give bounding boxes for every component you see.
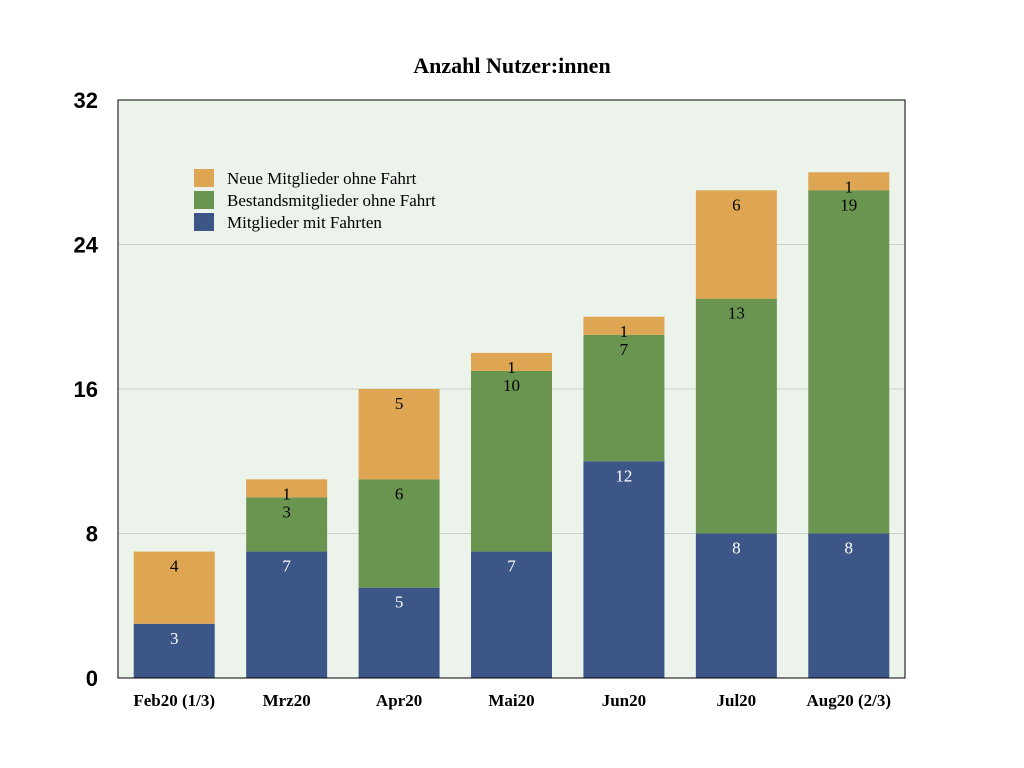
data-label: 1 [507, 358, 516, 377]
x-tick-label: Mai20 [488, 691, 534, 710]
x-axis: Feb20 (1/3) Mrz20 Apr20 Mai20 Jun20 Jul20 Aug2… [133, 691, 891, 710]
data-label: 6 [732, 195, 741, 214]
bar-segment [808, 533, 890, 678]
plot-frame [117, 99, 906, 679]
data-label: 7 [282, 557, 291, 576]
legend-label: Neue Mitglieder ohne Fahrt [227, 169, 417, 188]
legend-swatch [194, 191, 214, 209]
data-label: 5 [395, 394, 404, 413]
y-tick-label: 24 [74, 233, 99, 258]
data-label: 3 [282, 502, 291, 521]
bar-segment [133, 623, 215, 678]
y-tick-label: 0 [86, 666, 98, 691]
bar-segment [246, 479, 328, 498]
bar-segment [471, 370, 552, 552]
data-label: 7 [620, 340, 629, 359]
bar-segment [471, 551, 552, 678]
bar-segment [583, 334, 665, 462]
bar-segment [695, 533, 777, 678]
legend-label: Mitglieder mit Fahrten [227, 213, 382, 232]
y-tick-label: 32 [74, 88, 98, 113]
x-tick-label: Apr20 [376, 691, 422, 710]
y-axis: 0 8 16 24 32 [74, 88, 99, 691]
data-label: 6 [395, 484, 404, 503]
legend-swatch [194, 213, 214, 231]
data-label: 3 [170, 629, 179, 648]
data-label: 4 [170, 557, 179, 576]
bar-segment [133, 551, 215, 624]
bar-segment [583, 316, 665, 335]
chart-title: Anzahl Nutzer:innen [413, 53, 610, 78]
data-label: 8 [845, 539, 854, 558]
data-label: 13 [728, 304, 745, 323]
bar-segment [695, 190, 777, 299]
bar-segment [358, 389, 440, 480]
x-tick-label: Feb20 (1/3) [133, 691, 215, 710]
legend-label: Bestandsmitglieder ohne Fahrt [227, 191, 436, 210]
bar-segment [246, 551, 328, 678]
bar-segment [695, 298, 777, 534]
data-label: 12 [615, 466, 632, 485]
legend-swatch [194, 169, 214, 187]
bar-segment [246, 497, 328, 552]
x-tick-label: Jun20 [602, 691, 646, 710]
bar-segment [471, 352, 552, 371]
legend: Neue Mitglieder ohne Fahrt Bestandsmitgli… [194, 169, 436, 232]
bar-segment [808, 172, 890, 191]
data-label: 8 [732, 539, 741, 558]
bar-segment [583, 461, 665, 678]
bar-segment [358, 587, 440, 678]
data-label: 19 [840, 195, 857, 214]
y-tick-label: 8 [86, 522, 98, 547]
bar-segment [358, 479, 440, 588]
data-label: 10 [503, 376, 520, 395]
data-label: 1 [282, 484, 291, 503]
x-tick-label: Mrz20 [263, 691, 311, 710]
data-label: 1 [620, 322, 629, 341]
data-label: 1 [845, 177, 854, 196]
x-tick-label: Aug20 (2/3) [807, 691, 892, 710]
data-label: 5 [395, 593, 404, 612]
bars [133, 172, 890, 678]
data-label: 7 [507, 557, 516, 576]
x-tick-label: Jul20 [717, 691, 757, 710]
y-tick-label: 16 [74, 377, 98, 402]
bar-segment [808, 190, 890, 534]
